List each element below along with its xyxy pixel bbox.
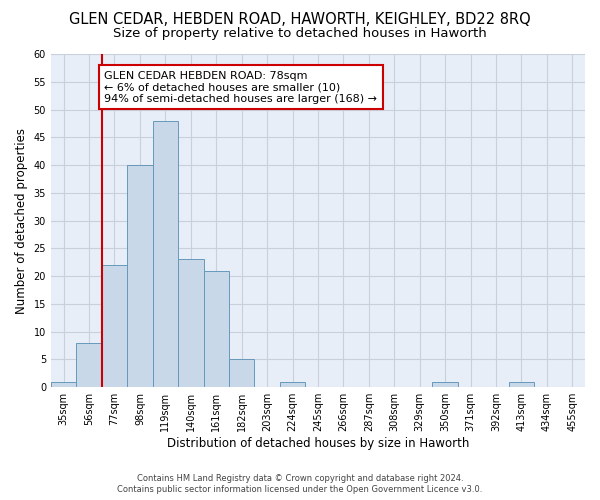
Y-axis label: Number of detached properties: Number of detached properties bbox=[15, 128, 28, 314]
Bar bbox=[229, 360, 254, 387]
Bar bbox=[433, 382, 458, 387]
X-axis label: Distribution of detached houses by size in Haworth: Distribution of detached houses by size … bbox=[167, 437, 469, 450]
Bar bbox=[76, 343, 102, 387]
Bar bbox=[509, 382, 534, 387]
Text: Contains HM Land Registry data © Crown copyright and database right 2024.
Contai: Contains HM Land Registry data © Crown c… bbox=[118, 474, 482, 494]
Bar bbox=[102, 265, 127, 387]
Bar bbox=[51, 382, 76, 387]
Bar bbox=[280, 382, 305, 387]
Text: Size of property relative to detached houses in Haworth: Size of property relative to detached ho… bbox=[113, 28, 487, 40]
Bar bbox=[127, 165, 152, 387]
Text: GLEN CEDAR HEBDEN ROAD: 78sqm
← 6% of detached houses are smaller (10)
94% of se: GLEN CEDAR HEBDEN ROAD: 78sqm ← 6% of de… bbox=[104, 70, 377, 104]
Bar bbox=[152, 120, 178, 387]
Bar bbox=[178, 260, 203, 387]
Bar bbox=[203, 270, 229, 387]
Text: GLEN CEDAR, HEBDEN ROAD, HAWORTH, KEIGHLEY, BD22 8RQ: GLEN CEDAR, HEBDEN ROAD, HAWORTH, KEIGHL… bbox=[69, 12, 531, 28]
